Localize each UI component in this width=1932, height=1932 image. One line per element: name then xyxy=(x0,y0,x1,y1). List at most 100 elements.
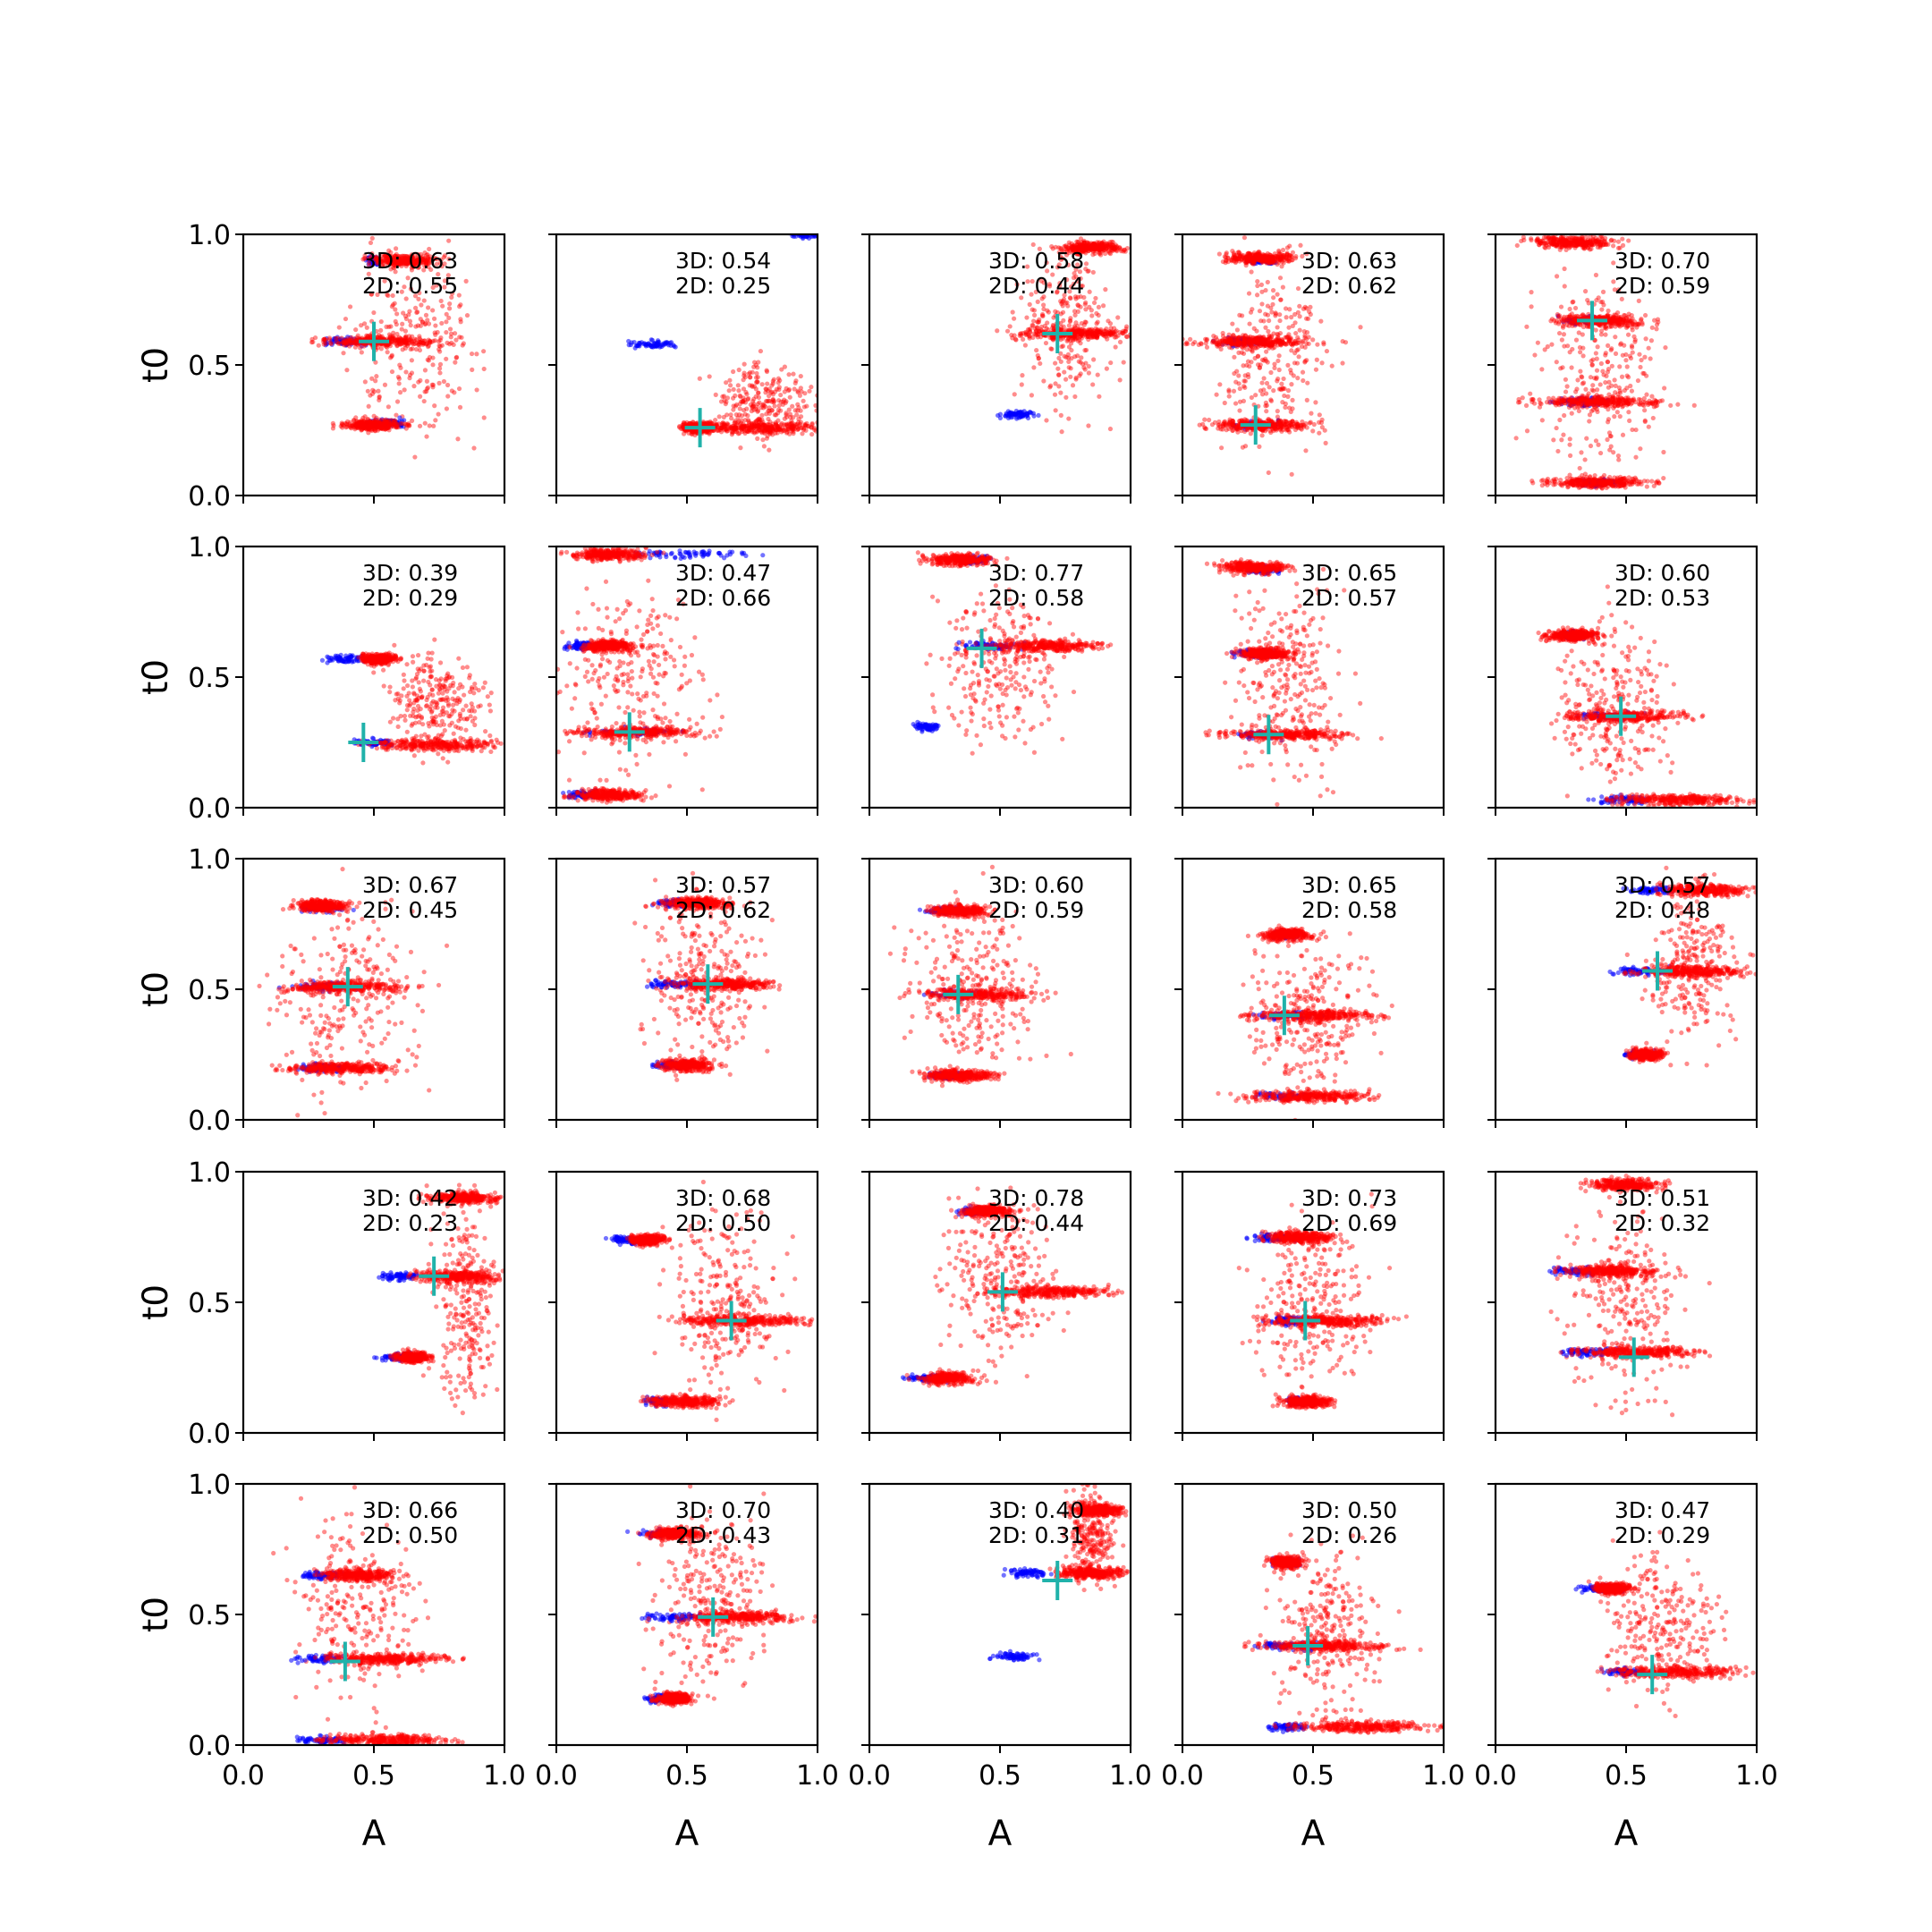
red-sample-point xyxy=(399,341,404,346)
red-sample-point xyxy=(1095,244,1101,250)
red-sample-point xyxy=(756,422,761,428)
red-sample-point xyxy=(747,425,752,430)
red-sample-point xyxy=(359,419,364,425)
red-sample-point xyxy=(1136,332,1140,336)
red-sample-point xyxy=(384,422,389,428)
red-sample-point xyxy=(760,402,766,407)
red-sample-point xyxy=(377,422,382,428)
red-sample-point xyxy=(1343,340,1349,345)
red-sample-point xyxy=(1084,330,1089,335)
red-sample-point xyxy=(1090,330,1096,335)
red-sample-point xyxy=(1055,309,1061,316)
red-sample-point xyxy=(1074,328,1080,334)
red-sample-point xyxy=(769,426,775,431)
red-sample-point xyxy=(356,421,361,428)
red-sample-point xyxy=(750,384,755,389)
red-sample-point xyxy=(774,412,779,418)
red-sample-point xyxy=(371,422,377,428)
red-sample-point xyxy=(406,259,411,265)
red-sample-point xyxy=(374,419,379,425)
red-sample-point xyxy=(736,388,741,394)
red-sample-point xyxy=(733,420,738,426)
red-sample-point xyxy=(707,421,713,427)
red-sample-point xyxy=(389,421,394,427)
red-sample-point xyxy=(402,335,408,340)
red-sample-point xyxy=(1050,272,1055,277)
red-sample-point xyxy=(1111,245,1116,250)
red-sample-point xyxy=(426,337,431,343)
red-sample-point xyxy=(730,429,735,435)
red-sample-point xyxy=(707,374,712,379)
red-sample-point xyxy=(352,344,358,350)
red-sample-point xyxy=(388,420,394,427)
red-sample-point xyxy=(1289,471,1294,477)
red-sample-point xyxy=(422,322,428,327)
red-sample-point xyxy=(385,425,390,431)
blue-sample-point xyxy=(804,234,809,240)
blue-sample-point xyxy=(343,343,349,348)
red-sample-point xyxy=(1079,244,1084,250)
red-sample-point xyxy=(417,334,422,339)
red-sample-point xyxy=(690,429,695,435)
red-sample-point xyxy=(1051,334,1056,339)
red-sample-point xyxy=(1037,317,1042,322)
red-sample-point xyxy=(1109,332,1114,337)
red-sample-point xyxy=(360,420,366,426)
red-sample-point xyxy=(754,423,759,428)
red-sample-point xyxy=(759,412,765,418)
red-sample-point xyxy=(353,422,359,428)
red-sample-point xyxy=(1276,367,1282,373)
red-sample-point xyxy=(1031,308,1038,313)
red-sample-point xyxy=(402,253,408,258)
red-sample-point xyxy=(684,419,690,425)
red-sample-point xyxy=(382,253,388,258)
red-sample-point xyxy=(395,339,401,344)
red-sample-point xyxy=(736,412,742,418)
red-sample-point xyxy=(1116,245,1123,250)
red-sample-point xyxy=(394,341,399,346)
red-sample-point xyxy=(365,334,370,339)
red-sample-point xyxy=(1053,309,1058,314)
red-sample-point xyxy=(735,420,741,426)
red-sample-point xyxy=(1086,243,1091,249)
red-sample-point xyxy=(1030,307,1035,312)
red-sample-point xyxy=(1091,300,1097,306)
red-sample-point xyxy=(1081,243,1087,249)
red-sample-point xyxy=(436,366,443,371)
red-sample-point xyxy=(1090,335,1096,340)
red-sample-point xyxy=(784,421,790,427)
red-sample-point xyxy=(1295,309,1301,315)
red-sample-point xyxy=(756,390,761,396)
red-sample-point xyxy=(1037,328,1042,334)
red-sample-point xyxy=(418,220,422,225)
red-sample-point xyxy=(374,424,379,429)
red-sample-point xyxy=(745,418,751,423)
red-sample-point xyxy=(742,397,748,402)
red-sample-point xyxy=(1090,242,1097,247)
red-sample-point xyxy=(359,350,364,355)
red-sample-point xyxy=(411,342,417,347)
red-sample-point xyxy=(1055,289,1060,294)
red-sample-point xyxy=(1096,312,1101,318)
red-sample-point xyxy=(422,258,428,263)
red-sample-point xyxy=(374,422,379,428)
red-sample-point xyxy=(833,426,837,430)
red-sample-point xyxy=(1024,315,1030,320)
red-sample-point xyxy=(1114,244,1119,250)
red-sample-point xyxy=(1060,303,1065,309)
red-sample-point xyxy=(385,350,390,355)
red-sample-point xyxy=(1066,323,1072,328)
red-sample-point xyxy=(1065,355,1072,360)
red-sample-point xyxy=(1079,332,1085,337)
red-sample-point xyxy=(709,420,715,426)
red-sample-point xyxy=(442,253,447,258)
red-sample-point xyxy=(1065,303,1071,309)
red-sample-point xyxy=(389,339,395,344)
red-sample-point xyxy=(708,421,714,427)
red-sample-point xyxy=(402,257,408,262)
red-sample-point xyxy=(1086,241,1091,246)
red-sample-point xyxy=(1058,390,1063,395)
red-sample-point xyxy=(406,260,411,266)
red-sample-point xyxy=(402,259,407,265)
blue-sample-point xyxy=(1036,412,1041,419)
